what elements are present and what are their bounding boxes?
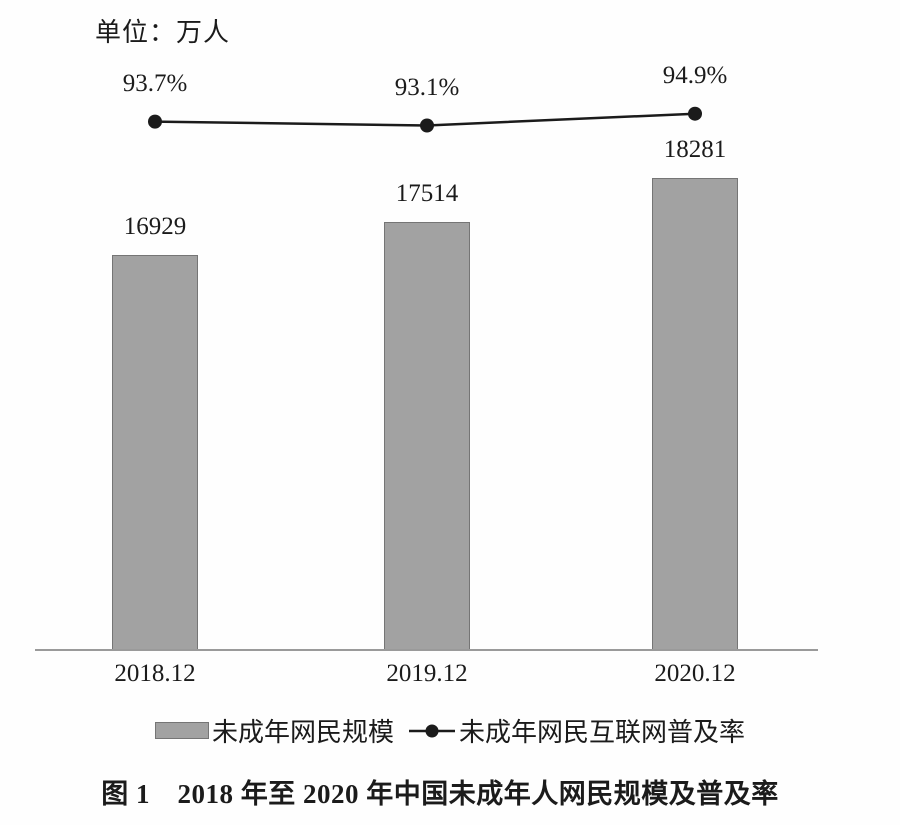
bar-2018.12 <box>112 255 198 650</box>
bar-value-label-2020.12: 18281 <box>663 136 727 163</box>
bar-series-swatch-icon <box>154 722 209 739</box>
unit-label: 单位：万人 <box>95 18 231 47</box>
x-tick-label-2018.12: 2018.12 <box>114 660 196 687</box>
penetration-rate-label-2019.12: 93.1% <box>394 73 460 101</box>
x-axis-line <box>35 649 818 651</box>
penetration-rate-label-2020.12: 94.9% <box>662 61 728 89</box>
bar-value-label-2018.12: 16929 <box>123 213 187 240</box>
bar-2019.12 <box>384 222 470 650</box>
x-tick-label-2020.12: 2020.12 <box>654 660 736 687</box>
penetration-rate-label-2018.12: 93.7% <box>122 69 188 97</box>
line-dot-2019.12 <box>420 118 434 133</box>
line-dot-2020.12 <box>688 106 702 121</box>
legend-item-line-series: 未成年网民互联网普及率 <box>408 712 745 749</box>
bar-value-label-2019.12: 17514 <box>395 180 459 207</box>
legend-bar-series-label: 未成年网民规模 <box>211 718 394 747</box>
legend-line-series-label: 未成年网民互联网普及率 <box>459 718 746 747</box>
line-dot-2018.12 <box>148 114 162 129</box>
bar-2020.12 <box>652 178 738 650</box>
figure-caption: 图 1 2018 年至 2020 年中国未成年人网民规模及普及率 <box>101 779 779 809</box>
legend-item-bar-series: 未成年网民规模 <box>154 712 394 749</box>
x-tick-label-2019.12: 2019.12 <box>386 660 468 687</box>
legend: 未成年网民规模 未成年网民互联网普及率 <box>0 712 900 749</box>
line-dot-swatch-icon <box>409 724 455 737</box>
plot-area: 16929 93.7% 17514 93.1% 18281 94.9% 2018.12 20… <box>35 61 818 687</box>
